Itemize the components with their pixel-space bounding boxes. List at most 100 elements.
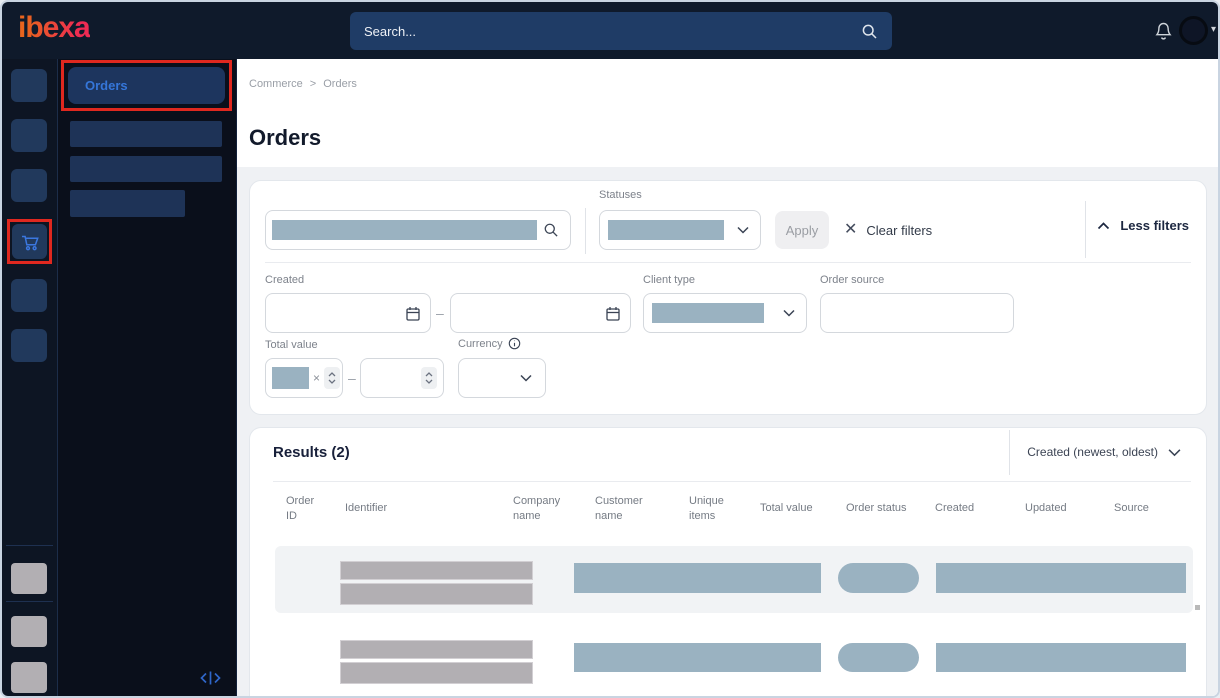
col-customer-name[interactable]: Customer name: [595, 495, 643, 522]
col-unique-items[interactable]: Unique items: [689, 495, 724, 522]
col-order-status[interactable]: Order status: [846, 502, 907, 514]
statuses-dropdown[interactable]: [599, 210, 761, 250]
total-value-label: Total value: [265, 339, 318, 351]
chevron-down-icon: [1168, 448, 1181, 457]
rail-item-bottom-3[interactable]: [11, 662, 47, 693]
col-total-value[interactable]: Total value: [760, 502, 813, 514]
currency-label-text: Currency: [458, 337, 503, 350]
col-order-id[interactable]: Order ID: [286, 495, 315, 522]
total-value-chip: [272, 367, 309, 389]
statuses-placeholder-bar: [608, 220, 724, 240]
dates-placeholder-bar: [936, 563, 1186, 593]
chevron-up-icon: [1097, 221, 1110, 230]
col-source[interactable]: Source: [1114, 502, 1149, 514]
dates-placeholder-bar: [936, 643, 1186, 672]
submenu-item-placeholder-2[interactable]: [70, 156, 222, 182]
chevron-down-icon: [737, 226, 749, 234]
filter-divider: [585, 208, 586, 254]
rail-item-bottom-2[interactable]: [11, 616, 47, 647]
ibexa-logo[interactable]: ibexa: [18, 11, 91, 44]
col-created[interactable]: Created: [935, 502, 975, 514]
submenu-item-orders[interactable]: Orders: [68, 67, 225, 104]
created-from-input[interactable]: [265, 293, 431, 333]
identifier-placeholder-bar: [340, 640, 533, 659]
search-icon[interactable]: [861, 23, 878, 40]
submenu-item-orders-label: Orders: [85, 78, 128, 93]
filter-divider: [1085, 201, 1086, 258]
order-source-label: Order source: [820, 274, 885, 286]
rail-item-5[interactable]: [11, 279, 47, 312]
created-to-input[interactable]: [450, 293, 631, 333]
less-filters-label: Less filters: [1120, 218, 1189, 233]
breadcrumb-orders[interactable]: Orders: [323, 78, 357, 90]
table-row[interactable]: [275, 631, 1193, 696]
identifier-placeholder-bar: [340, 561, 533, 580]
clear-filters-label: Clear filters: [866, 222, 933, 238]
col-company-name[interactable]: Company name: [513, 495, 561, 522]
date-range-separator: –: [436, 305, 444, 321]
notifications-bell-icon[interactable]: [1154, 21, 1173, 42]
results-divider: [1009, 430, 1010, 475]
submenu-item-placeholder-3[interactable]: [70, 190, 185, 217]
order-source-input[interactable]: [820, 293, 1014, 333]
rail-item-commerce[interactable]: [12, 224, 47, 259]
value-range-separator: –: [348, 370, 356, 386]
total-value-max-input[interactable]: [360, 358, 444, 398]
number-stepper[interactable]: [421, 367, 437, 389]
rail-item-6[interactable]: [11, 329, 47, 362]
rail-item-2[interactable]: [11, 119, 47, 152]
filters-panel: Statuses Apply ✕ Clear filters: [249, 180, 1207, 415]
currency-label: Currency: [458, 337, 521, 350]
commerce-submenu: Orders: [58, 59, 237, 696]
statuses-label: Statuses: [599, 189, 642, 201]
info-icon[interactable]: [508, 337, 521, 350]
results-header-divider: [273, 481, 1191, 482]
less-filters-toggle[interactable]: Less filters: [1097, 218, 1189, 233]
results-panel: Results (2) Created (newest, oldest) Ord…: [249, 427, 1207, 696]
breadcrumb-separator: >: [309, 78, 317, 90]
resize-handle-dot: [1195, 605, 1200, 610]
results-heading: Results (2): [273, 444, 350, 461]
number-stepper[interactable]: [324, 367, 341, 389]
user-menu-caret-icon[interactable]: ▾: [1211, 24, 1217, 35]
sort-dropdown[interactable]: Created (newest, oldest): [1027, 445, 1181, 459]
client-type-label: Client type: [643, 274, 695, 286]
col-updated[interactable]: Updated: [1025, 502, 1067, 514]
total-value-min-input[interactable]: ×: [265, 358, 343, 398]
rail-item-1[interactable]: [11, 69, 47, 102]
filter-search-placeholder-bar: [272, 220, 537, 240]
rail-divider: [6, 601, 53, 602]
main-content: Commerce > Orders Orders Statuses: [237, 59, 1218, 696]
close-icon: ✕: [844, 221, 858, 238]
calendar-icon[interactable]: [605, 305, 621, 322]
user-avatar[interactable]: [1179, 16, 1208, 45]
remove-chip-icon[interactable]: ×: [313, 371, 321, 385]
table-row[interactable]: [275, 546, 1193, 613]
created-label: Created: [265, 274, 305, 286]
client-type-dropdown[interactable]: [643, 293, 807, 333]
customer-placeholder-bar: [574, 563, 821, 593]
clear-filters-button[interactable]: ✕ Clear filters: [844, 211, 932, 249]
rail-item-3[interactable]: [11, 169, 47, 202]
main-menu-rail: [2, 59, 58, 696]
rail-divider: [6, 545, 53, 546]
col-identifier[interactable]: Identifier: [345, 502, 388, 514]
order-status-pill: [838, 643, 919, 672]
search-icon[interactable]: [543, 222, 559, 238]
customer-placeholder-bar: [574, 643, 821, 672]
shopping-cart-icon: [19, 232, 41, 252]
global-search[interactable]: [350, 12, 892, 50]
global-search-input[interactable]: [350, 23, 861, 39]
breadcrumb-commerce[interactable]: Commerce: [249, 78, 303, 90]
table-body: [275, 546, 1193, 696]
calendar-icon[interactable]: [405, 305, 421, 322]
breadcrumb: Commerce > Orders: [249, 78, 357, 90]
filter-search-input[interactable]: [265, 210, 571, 250]
annotation-commerce-highlight: [7, 219, 52, 264]
rail-item-bottom-1[interactable]: [11, 563, 47, 594]
currency-dropdown[interactable]: [458, 358, 546, 398]
collapse-sidebar-icon[interactable]: [199, 670, 222, 686]
apply-button[interactable]: Apply: [775, 211, 829, 249]
submenu-item-placeholder-1[interactable]: [70, 121, 222, 147]
